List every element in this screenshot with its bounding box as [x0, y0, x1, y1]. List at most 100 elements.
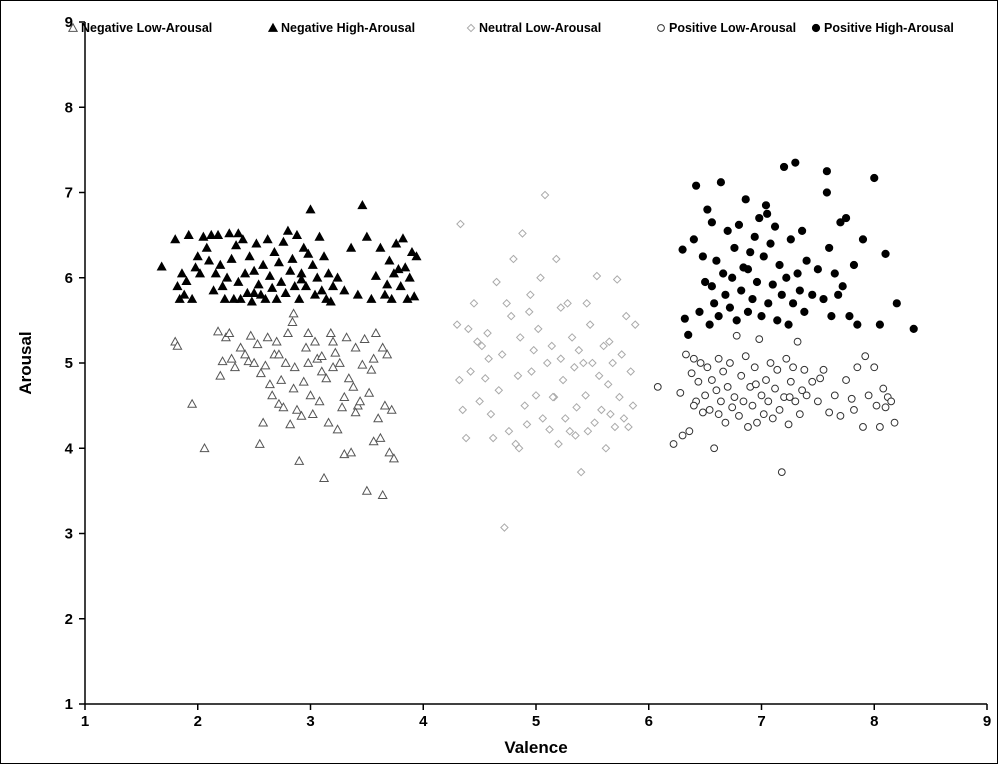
data-point	[379, 289, 390, 299]
data-point	[382, 349, 393, 359]
data-point	[325, 296, 336, 306]
data-point	[773, 316, 782, 325]
data-point	[316, 350, 327, 361]
data-point	[294, 293, 305, 303]
data-point	[522, 420, 532, 429]
data-point	[892, 299, 901, 308]
data-point	[750, 232, 759, 241]
data-point	[717, 397, 725, 406]
data-point	[269, 246, 280, 257]
data-point	[554, 439, 563, 449]
data-point	[375, 432, 386, 442]
data-point	[215, 370, 226, 380]
data-point	[337, 402, 348, 412]
data-point	[314, 231, 325, 241]
data-point	[350, 342, 361, 352]
data-point	[339, 285, 350, 295]
data-point	[685, 427, 694, 436]
data-point	[786, 377, 795, 386]
data-point	[773, 365, 782, 374]
data-point	[741, 352, 750, 361]
data-point	[406, 246, 418, 257]
data-point	[887, 397, 896, 406]
data-point	[619, 414, 629, 423]
data-point	[703, 363, 712, 372]
data-point	[452, 320, 462, 329]
data-point	[355, 396, 366, 406]
data-point	[601, 443, 611, 453]
data-point	[604, 337, 614, 346]
data-point	[795, 286, 804, 295]
data-point	[547, 341, 557, 351]
data-point	[309, 336, 321, 346]
data-point	[255, 368, 266, 378]
data-point	[288, 383, 299, 393]
data-point	[585, 320, 595, 329]
data-point	[608, 358, 617, 368]
data-point	[746, 248, 755, 257]
data-point	[473, 337, 482, 346]
data-point	[761, 201, 771, 210]
data-point	[289, 281, 300, 291]
data-point	[653, 382, 662, 391]
data-point	[800, 307, 809, 316]
data-point	[714, 312, 723, 321]
y-tick-label: 1	[65, 696, 73, 713]
data-point	[492, 277, 501, 287]
data-point	[759, 252, 768, 261]
data-point	[597, 405, 606, 415]
data-point	[260, 360, 271, 370]
data-point	[526, 290, 535, 300]
x-axis-ticks: 1 2 3 4 5 6 7 8 9	[81, 704, 991, 730]
data-point	[325, 327, 336, 338]
data-point	[770, 222, 780, 231]
data-point	[303, 357, 314, 367]
x-tick-label: 2	[194, 713, 202, 730]
data-point	[737, 286, 746, 295]
data-point	[368, 353, 379, 363]
data-point	[262, 234, 273, 244]
data-point	[875, 320, 884, 329]
data-point	[548, 392, 558, 402]
data-point	[181, 275, 192, 286]
data-point	[527, 367, 536, 376]
data-point	[531, 391, 541, 400]
data-point	[321, 373, 332, 383]
data-point	[249, 287, 260, 297]
data-point	[307, 408, 318, 419]
data-point	[377, 489, 388, 499]
data-point	[402, 293, 413, 303]
data-point	[764, 299, 773, 308]
data-point	[233, 276, 244, 286]
data-point	[748, 294, 757, 304]
data-point	[323, 268, 334, 278]
data-point	[210, 268, 221, 278]
data-point	[730, 243, 739, 253]
data-point	[721, 418, 730, 427]
data-point	[156, 261, 167, 271]
data-point	[289, 362, 300, 372]
data-point	[226, 353, 237, 363]
y-tick-label: 6	[65, 270, 73, 287]
data-point	[728, 273, 737, 282]
data-point	[303, 327, 314, 338]
y-tick-label: 5	[65, 355, 73, 372]
data-point	[698, 408, 707, 417]
data-point	[599, 341, 608, 351]
y-tick-label: 9	[65, 14, 73, 31]
data-point	[296, 410, 307, 420]
data-point	[698, 252, 707, 261]
data-point	[782, 273, 791, 282]
data-point	[719, 367, 728, 376]
data-point	[253, 279, 264, 289]
data-point	[477, 341, 487, 351]
data-point	[285, 419, 296, 429]
data-point	[206, 229, 217, 239]
data-point	[316, 285, 327, 295]
data-point	[872, 401, 881, 410]
data-point	[377, 342, 388, 352]
data-point	[572, 403, 581, 412]
data-point	[615, 392, 624, 402]
